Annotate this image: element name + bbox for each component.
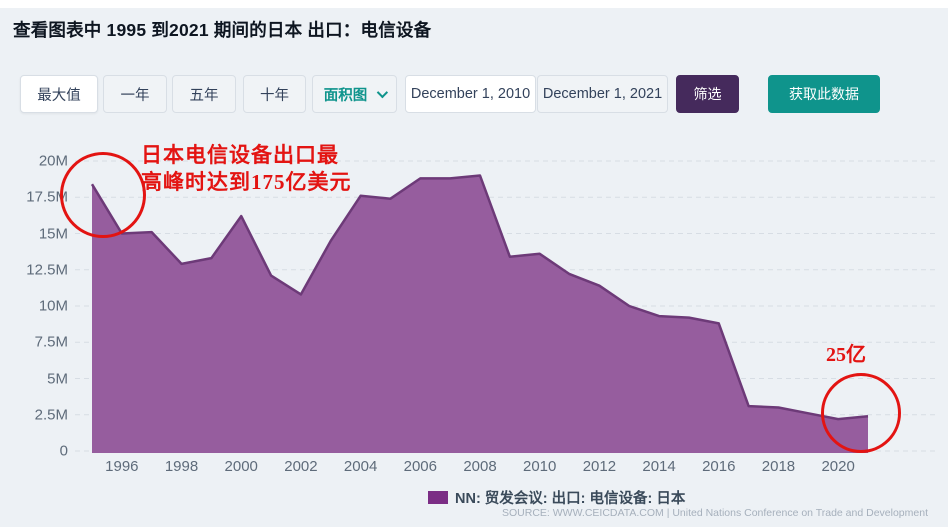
- peak-circle-annotation: [60, 152, 146, 238]
- x-tick-label: 1996: [105, 458, 139, 475]
- x-tick-label: 1998: [164, 458, 199, 475]
- y-tick-label: 2.5M: [34, 406, 68, 424]
- chart-legend[interactable]: NN: 贸发会议: 出口: 电信设备: 日本: [428, 487, 685, 508]
- x-tick-label: 2010: [523, 458, 557, 475]
- legend-label: NN: 贸发会议: 出口: 电信设备: 日本: [455, 491, 686, 507]
- chart-canvas: [75, 160, 935, 453]
- x-tick-label: 2006: [403, 458, 437, 475]
- peak-annotation: 日本电信设备出口最 高峰时达到175亿美元: [141, 142, 352, 196]
- date-to-input[interactable]: December 1, 2021: [537, 75, 668, 113]
- chart-type-select[interactable]: 面积图: [312, 75, 397, 113]
- y-tick-label: 7.5M: [34, 333, 68, 351]
- peak-annotation-line2: 高峰时达到175亿美元: [141, 169, 352, 194]
- y-tick-label: 20M: [38, 152, 68, 170]
- page-title: 查看图表中 1995 到2021 期间的日本 出口：电信设备: [13, 20, 432, 40]
- chevron-down-icon: [377, 86, 389, 99]
- y-tick-label: 5M: [47, 370, 68, 387]
- source-attribution: SOURCE: WWW.CEICDATA.COM | United Nation…: [502, 507, 928, 519]
- end-circle-annotation: [821, 373, 901, 453]
- x-tick-label: 2004: [343, 458, 378, 475]
- x-tick-label: 2000: [224, 458, 258, 475]
- x-tick-label: 2008: [463, 458, 497, 475]
- legend-swatch: [428, 491, 448, 504]
- area-chart[interactable]: 20M 17.5M 15M 12.5M 10M 7.5M 5M 2.5M 0 1996 1998 2…: [0, 140, 948, 485]
- filter-button[interactable]: 筛选: [676, 75, 739, 113]
- x-tick-label: 2018: [761, 458, 796, 475]
- get-data-button[interactable]: 获取此数据: [768, 75, 880, 113]
- x-tick-label: 2020: [821, 458, 855, 475]
- top-strip: [0, 0, 948, 8]
- y-tick-label: 15M: [38, 225, 68, 242]
- y-tick-label: 12.5M: [26, 261, 68, 279]
- x-tick-label: 2016: [702, 458, 736, 475]
- toolbar: 最大值 一年 五年 十年 面积图 December 1, 2010 Decemb…: [0, 75, 948, 113]
- y-tick-label: 10M: [38, 297, 68, 315]
- range-button-5y[interactable]: 五年: [172, 75, 236, 113]
- range-button-1y[interactable]: 一年: [103, 75, 167, 113]
- end-value-annotation: 25亿: [826, 344, 866, 366]
- x-tick-label: 2014: [642, 458, 676, 475]
- range-button-10y[interactable]: 十年: [243, 75, 306, 113]
- y-tick-label: 17.5M: [26, 188, 68, 206]
- y-tick-label: 0: [59, 442, 68, 460]
- chart-type-value: 面积图: [323, 87, 368, 104]
- x-tick-label: 2012: [582, 458, 617, 475]
- range-button-max[interactable]: 最大值: [20, 75, 98, 113]
- peak-annotation-line1: 日本电信设备出口最: [141, 143, 339, 167]
- date-from-input[interactable]: December 1, 2010: [405, 75, 536, 113]
- x-tick-label: 2002: [284, 458, 318, 475]
